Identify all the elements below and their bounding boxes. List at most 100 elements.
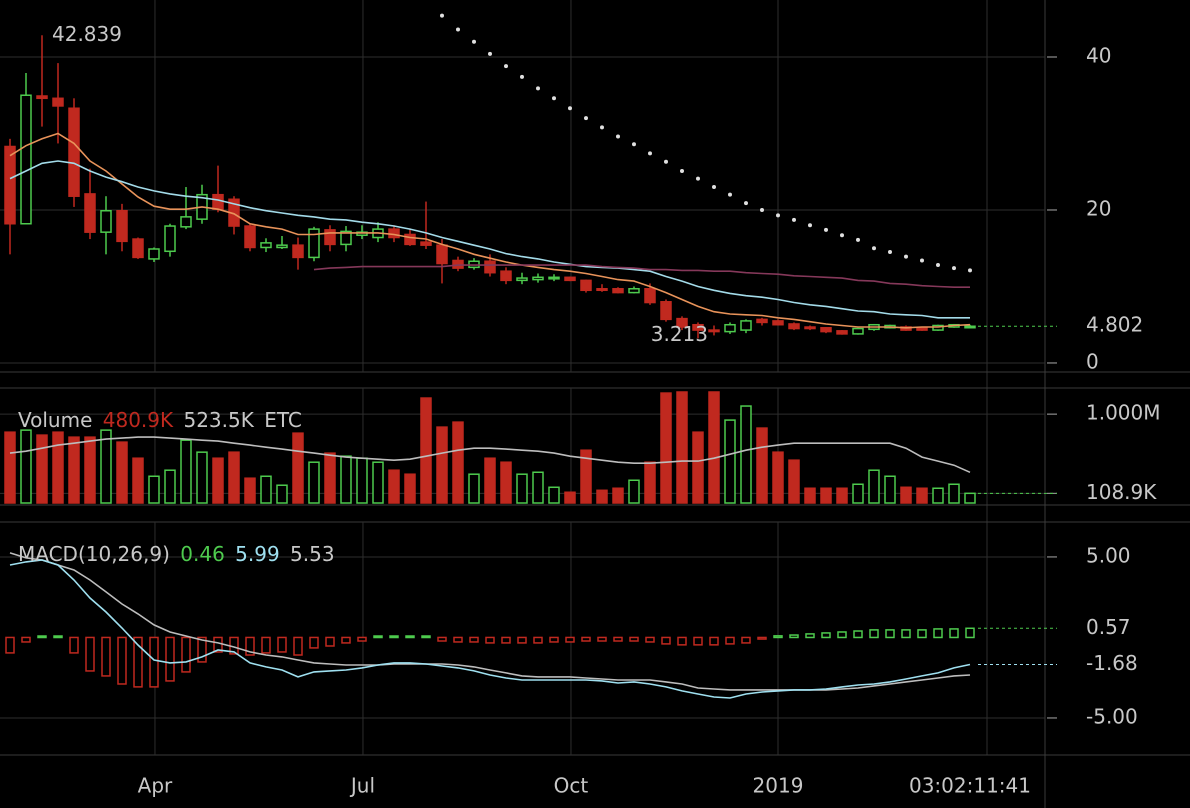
candle-body [484,260,496,274]
volume-bar [612,487,624,504]
sar-dot [936,263,940,268]
volume-bar [548,486,560,504]
macd-histogram-bar [933,628,943,639]
candle-body [596,288,608,292]
candle-body [692,323,704,331]
macd-histogram-bar [405,635,415,639]
macd-histogram-bar [693,636,703,646]
candle-body [500,270,512,282]
volume-bar [756,427,768,504]
macd-histogram-bar [709,636,719,646]
macd-histogram-bar [133,636,143,688]
macd-histogram-bar [485,636,495,644]
volume-bar [404,473,416,504]
sar-dot [552,96,556,101]
sar-dot [664,159,668,164]
volume-bar [100,429,112,504]
sar-dot [680,168,684,173]
macd-histogram-bar [357,636,367,642]
sar-dot [616,134,620,139]
candle-body [308,228,320,259]
volume-bar [20,429,32,504]
sar-dot [824,227,828,232]
volume-bar [276,484,288,504]
candle-body [20,94,32,225]
candle-body [36,95,48,100]
sar-dot [904,254,908,259]
volume-bar [740,405,752,504]
macd-histogram-bar [117,636,127,685]
sar-dot [472,39,476,44]
sar-dot [504,64,508,69]
candle-body [548,276,560,280]
macd-histogram-bar [645,636,655,643]
y-tick-label: 20 [1086,196,1111,220]
sar-dot [920,258,924,263]
sar-dot [792,217,796,222]
y-tick-label: 1.000M [1086,401,1161,425]
macd-histogram-bar [725,636,735,645]
candle-body [244,225,256,249]
candle-body [180,216,192,228]
macd-histogram-bar [597,636,607,642]
sar-dot [520,74,524,79]
macd-histogram-bar [373,635,383,639]
moving-average [9,160,970,319]
macd-histogram-bar [101,636,111,677]
macd-histogram-bar [821,632,831,639]
candle-body [148,248,160,260]
sar-dot [632,142,636,147]
macd-histogram-bar [949,628,959,639]
volume-bar [164,469,176,504]
candle-body [580,279,592,292]
countdown: 03:02:11:41 [909,774,1031,798]
macd-histogram-bar [245,636,255,656]
macd-histogram-bar [757,636,767,640]
macd-histogram-bar [581,636,591,642]
candle-body [660,301,672,321]
candle-body [212,193,224,210]
volume-bar [564,491,576,504]
candle-body [740,320,752,331]
candle-body [532,276,544,281]
macd-histogram-bar [341,636,351,644]
volume-bar [340,455,352,504]
volume-bar [916,487,928,504]
price-tag: 4.802 [1086,313,1143,337]
candle-body [100,209,112,233]
volume-bar [692,431,704,504]
moving-average [9,132,971,329]
sar-dot [584,116,588,121]
volume-bar [836,487,848,504]
volume-bar [644,461,656,504]
macd-histogram-bar [517,636,527,644]
legend-value: 0.46 [180,542,225,566]
volume-bar [852,483,864,504]
sar-dot [968,268,972,273]
sar-dot [456,27,460,32]
sar-dot [952,266,956,271]
legend-value: 5.53 [290,542,335,566]
macd-legend: MACD(10,26,9) 0.46 5.99 5.53 [18,542,335,566]
macd-histogram-bar [149,636,159,688]
volume-bar [180,439,192,504]
volume-bar [452,421,464,504]
volume-bar [532,471,544,504]
candle-body [820,327,832,333]
macd-histogram-bar [837,631,847,639]
sar-dot [856,237,860,242]
macd-histogram-bar [37,635,47,639]
candle-body [516,277,528,282]
macd-histogram-bar [53,635,63,639]
candle-body [436,244,448,265]
candle-body [4,145,16,225]
candle-body [612,288,624,294]
candle-body [708,329,720,333]
volume-bar [244,477,256,504]
y-tick-label: 40 [1086,43,1111,67]
macd-histogram-bar [309,636,319,649]
volume-bar [596,489,608,504]
legend-label: Volume [18,408,92,432]
macd-histogram-bar [741,636,751,644]
sar-dot [808,223,812,228]
